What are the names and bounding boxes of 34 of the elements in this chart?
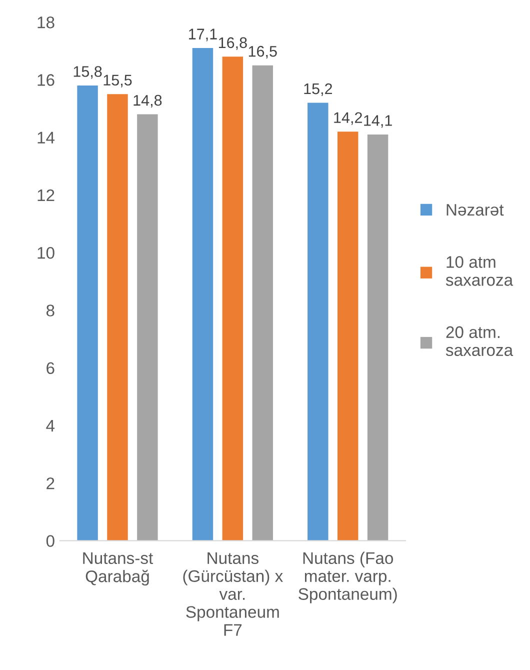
x-tick-label: Nutans (Fao mater. varp. Spontaneum) (298, 552, 397, 604)
y-tick-label: 16 (38, 74, 54, 86)
bar (192, 48, 214, 541)
bar (367, 134, 388, 541)
bar (252, 65, 273, 541)
data-label: 14,2 (334, 112, 362, 125)
data-label: 14,1 (364, 115, 392, 128)
bar (107, 94, 128, 541)
data-label: 16,5 (248, 46, 277, 59)
y-tick-label: 6 (46, 362, 54, 374)
data-label: 16,8 (218, 37, 247, 50)
x-tick-label: Nutans (Gürcüstan) x var. Spontaneum F7 (183, 552, 283, 636)
legend-label: Nəzarət (446, 204, 504, 216)
legend-label: 10 atm saxaroza (446, 256, 514, 286)
y-tick-label: 8 (46, 304, 54, 316)
y-tick-label: 2 (46, 477, 54, 490)
bar (308, 102, 328, 541)
y-tick-label: 10 (38, 246, 54, 259)
legend-label: 20 atm. saxaroza (446, 326, 514, 356)
y-tick-label: 14 (38, 132, 55, 144)
data-label: 15,8 (74, 66, 102, 79)
y-tick-label: 0 (46, 535, 54, 547)
bar (77, 85, 98, 541)
bar (137, 114, 158, 541)
data-label: 15,2 (304, 83, 332, 96)
bar (222, 56, 244, 541)
y-tick-label: 18 (38, 16, 54, 28)
data-label: 17,1 (189, 28, 217, 42)
y-tick-label: 12 (38, 189, 54, 202)
y-tick-label: 4 (46, 420, 55, 432)
x-tick-label: Nutans-st Qarabağ (83, 552, 154, 586)
bar (337, 132, 358, 541)
data-label: 15,5 (104, 74, 132, 88)
data-label: 14,8 (134, 94, 162, 108)
